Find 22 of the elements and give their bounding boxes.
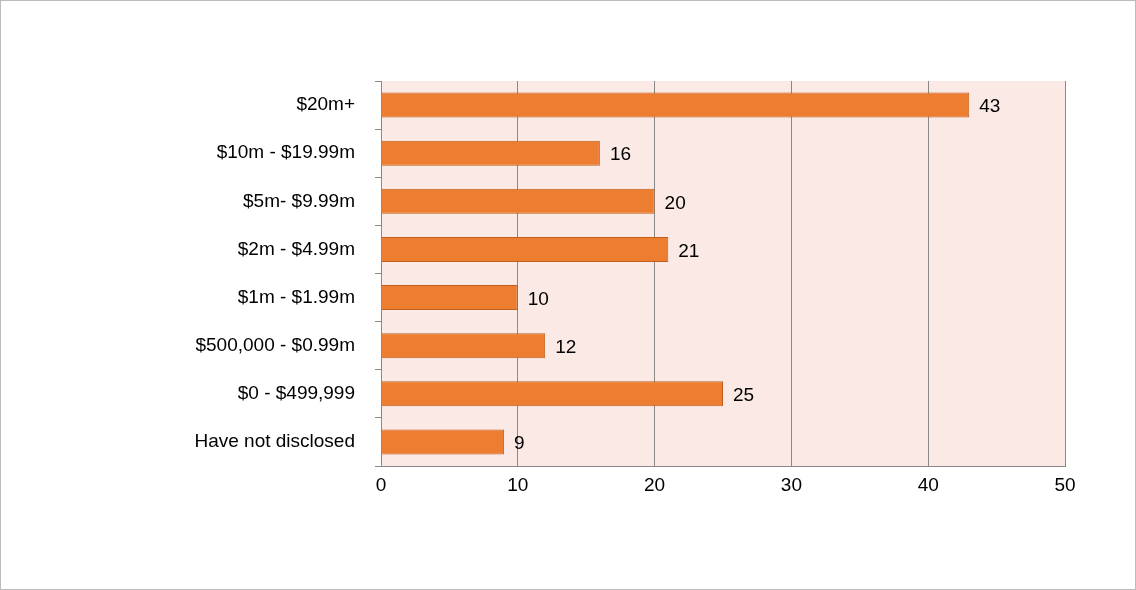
- y-tick-label: $1m - $1.99m: [237, 285, 355, 307]
- y-tick-label: $20m+: [296, 93, 355, 115]
- y-tick-label: $5m- $9.99m: [243, 189, 355, 211]
- data-label: 43: [979, 95, 1001, 117]
- y-tick-label: $2m - $4.99m: [237, 237, 355, 259]
- data-label: 9: [514, 432, 525, 454]
- x-tick-label: 40: [917, 473, 939, 495]
- x-tick-label: 20: [644, 473, 666, 495]
- x-tick-label: 10: [507, 473, 529, 495]
- data-label: 20: [664, 191, 686, 213]
- data-label: 16: [609, 143, 632, 165]
- data-label: 21: [678, 239, 700, 261]
- y-tick-label: Have not disclosed: [194, 430, 355, 452]
- x-tick-label: 50: [1054, 473, 1076, 495]
- data-label: 12: [555, 335, 577, 357]
- data-label: 10: [527, 287, 549, 309]
- x-tick-label: 30: [780, 473, 802, 495]
- y-tick-label: $500,000 - $0.99m: [195, 333, 355, 355]
- data-label: 25: [733, 384, 755, 406]
- x-tick-label: 0: [375, 473, 387, 495]
- y-tick-label: $0 - $499,999: [237, 382, 355, 404]
- y-tick-label: $10m - $19.99m: [216, 141, 355, 163]
